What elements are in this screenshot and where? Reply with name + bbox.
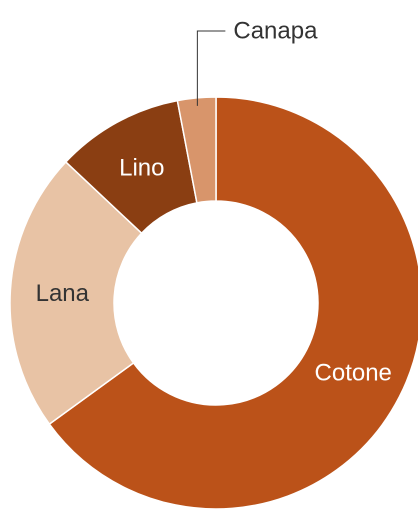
slice-label-cotone: Cotone: [315, 359, 392, 386]
slice-lana: [9, 160, 143, 426]
slice-cotone: [48, 96, 418, 509]
donut-slices: [9, 96, 418, 509]
slice-label-lino: Lino: [119, 155, 164, 182]
donut-labels: Cotone Lana Lino Canapa: [36, 18, 392, 387]
slice-label-canapa: Canapa: [233, 18, 318, 45]
slice-canapa: [176, 96, 217, 204]
slice-label-lana: Lana: [36, 280, 90, 307]
callout-line-canapa: [196, 30, 226, 106]
